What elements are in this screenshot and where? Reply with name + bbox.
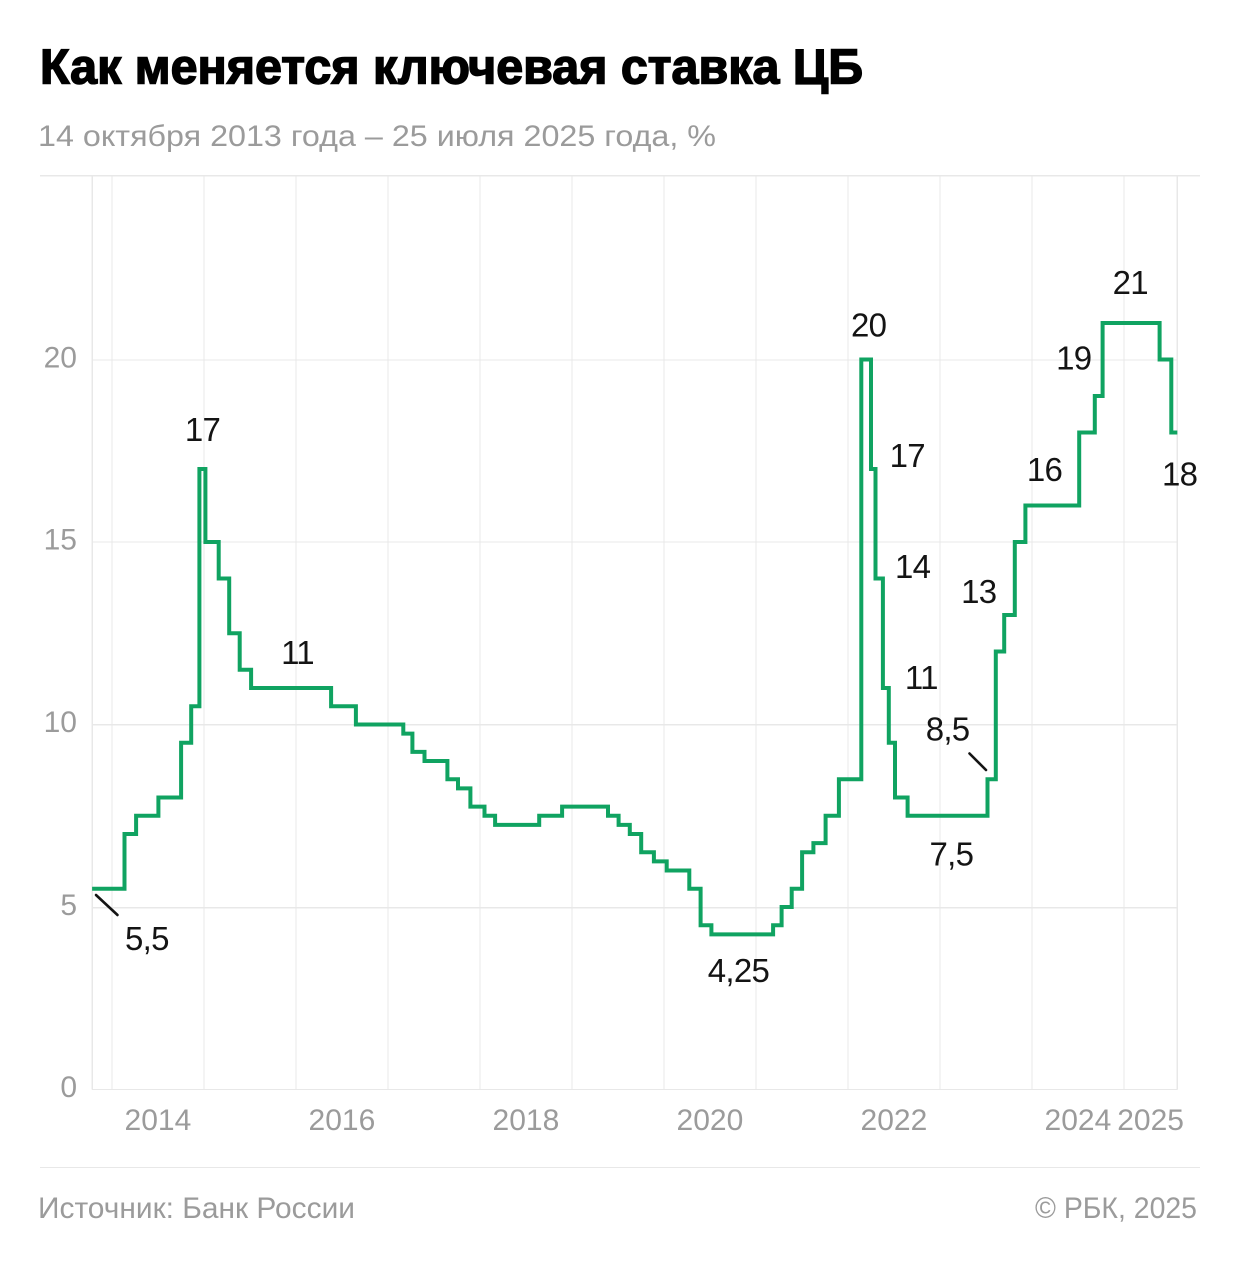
svg-text:16: 16 bbox=[1027, 451, 1062, 488]
svg-text:14: 14 bbox=[895, 548, 931, 585]
svg-text:2025: 2025 bbox=[1117, 1104, 1184, 1137]
svg-text:0: 0 bbox=[60, 1071, 77, 1104]
svg-text:17: 17 bbox=[185, 411, 220, 448]
svg-text:17: 17 bbox=[890, 437, 925, 474]
svg-text:2024: 2024 bbox=[1045, 1104, 1112, 1137]
svg-text:20: 20 bbox=[851, 307, 887, 344]
svg-text:Источник: Банк России: Источник: Банк России bbox=[38, 1192, 355, 1225]
svg-text:2020: 2020 bbox=[677, 1104, 744, 1137]
svg-text:21: 21 bbox=[1113, 264, 1148, 301]
svg-text:2022: 2022 bbox=[861, 1104, 928, 1137]
svg-text:15: 15 bbox=[44, 523, 77, 556]
svg-text:10: 10 bbox=[44, 706, 77, 739]
svg-text:2016: 2016 bbox=[309, 1104, 376, 1137]
svg-text:4,25: 4,25 bbox=[708, 952, 769, 989]
svg-text:Как меняется ключевая ставка Ц: Как меняется ключевая ставка ЦБ bbox=[40, 41, 863, 95]
svg-text:© РБК, 2025: © РБК, 2025 bbox=[1035, 1192, 1197, 1225]
svg-text:13: 13 bbox=[961, 573, 996, 610]
svg-text:7,5: 7,5 bbox=[930, 836, 974, 873]
svg-text:2014: 2014 bbox=[125, 1104, 192, 1137]
svg-text:19: 19 bbox=[1056, 340, 1091, 377]
svg-text:20: 20 bbox=[44, 341, 77, 374]
svg-text:5,5: 5,5 bbox=[125, 920, 169, 957]
svg-text:8,5: 8,5 bbox=[926, 711, 970, 748]
svg-text:11: 11 bbox=[281, 634, 314, 671]
svg-text:2018: 2018 bbox=[493, 1104, 560, 1137]
svg-text:11: 11 bbox=[905, 659, 938, 696]
svg-text:18: 18 bbox=[1162, 456, 1197, 493]
svg-text:5: 5 bbox=[60, 889, 77, 922]
svg-text:14 октября 2013 года – 25 июля: 14 октября 2013 года – 25 июля 2025 года… bbox=[38, 120, 716, 153]
